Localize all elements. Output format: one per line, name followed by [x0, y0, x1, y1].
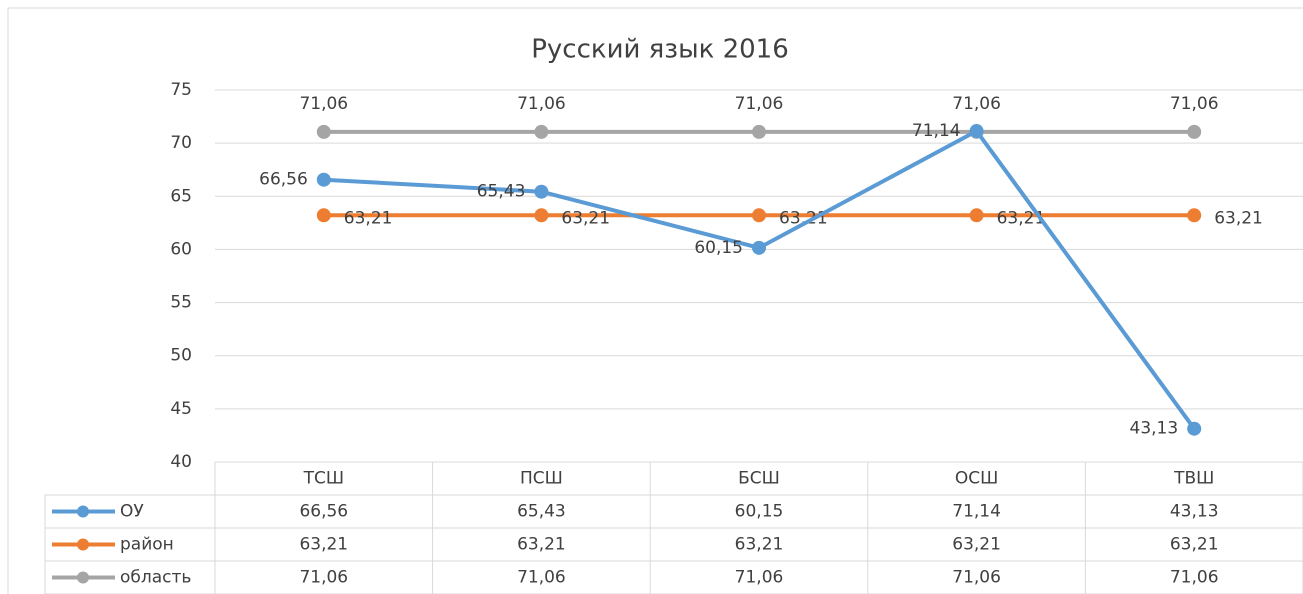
data-point: [969, 208, 984, 223]
legend-label: район: [120, 535, 174, 555]
data-point: [534, 184, 549, 199]
y-tick-label: 65: [170, 186, 192, 206]
table-cell: 63,21: [299, 535, 348, 555]
data-label: 60,15: [694, 238, 743, 258]
table-cell: 63,21: [952, 535, 1001, 555]
x-tick-label: ТСШ: [303, 469, 344, 489]
table-cell: 43,13: [1170, 502, 1219, 522]
table-cell: 71,06: [1170, 568, 1219, 588]
data-label: 63,21: [1214, 208, 1263, 228]
data-label: 71,06: [299, 94, 348, 114]
y-tick-label: 75: [170, 80, 192, 100]
data-label: 71,06: [517, 94, 566, 114]
data-point: [969, 124, 984, 139]
legend-marker: [77, 571, 89, 584]
table-cell: 63,21: [735, 535, 784, 555]
legend-marker: [77, 505, 89, 518]
data-point: [752, 240, 766, 255]
data-point: [316, 208, 331, 223]
data-label: 71,14: [912, 121, 961, 141]
table-cell: 60,15: [735, 502, 784, 522]
data-label: 43,13: [1130, 419, 1179, 439]
data-point: [534, 124, 549, 139]
data-point: [752, 208, 766, 223]
x-tick-label: ПСШ: [520, 469, 563, 489]
table-cell: 63,21: [517, 535, 566, 555]
y-tick-label: 45: [170, 399, 192, 419]
data-point: [1187, 421, 1202, 436]
data-label: 71,06: [1170, 94, 1219, 114]
y-tick-label: 55: [170, 293, 192, 313]
data-point: [1187, 208, 1202, 223]
table-cell: 65,43: [517, 502, 566, 522]
table-cell: 71,06: [517, 568, 566, 588]
legend-label: область: [120, 568, 191, 588]
data-point: [752, 124, 766, 139]
data-point: [534, 208, 549, 223]
data-label: 63,21: [779, 208, 828, 228]
x-tick-label: БСШ: [738, 469, 780, 489]
x-tick-label: ОСШ: [955, 469, 998, 489]
table-cell: 66,56: [299, 502, 348, 522]
legend-label: ОУ: [120, 502, 144, 522]
data-label: 65,43: [477, 182, 526, 202]
y-tick-label: 70: [170, 133, 192, 153]
x-tick-label: ТВШ: [1173, 469, 1214, 489]
data-point: [1187, 124, 1202, 139]
chart-title: Русский язык 2016: [531, 35, 789, 65]
y-tick-label: 60: [170, 239, 192, 259]
data-label: 66,56: [259, 170, 308, 190]
table-cell: 63,21: [1170, 535, 1219, 555]
data-label: 63,21: [344, 208, 393, 228]
chart-border: [7, 7, 1303, 594]
table-cell: 71,14: [952, 502, 1001, 522]
data-label: 71,06: [952, 94, 1001, 114]
data-label: 63,21: [561, 208, 610, 228]
data-point: [316, 172, 331, 187]
data-label: 71,06: [735, 94, 784, 114]
data-point: [316, 124, 331, 139]
table-cell: 71,06: [952, 568, 1001, 588]
y-tick-label: 50: [170, 346, 192, 366]
table-cell: 71,06: [299, 568, 348, 588]
y-tick-label: 40: [170, 452, 192, 472]
legend-marker: [77, 538, 89, 551]
data-label: 63,21: [997, 208, 1046, 228]
table-cell: 71,06: [735, 568, 784, 588]
